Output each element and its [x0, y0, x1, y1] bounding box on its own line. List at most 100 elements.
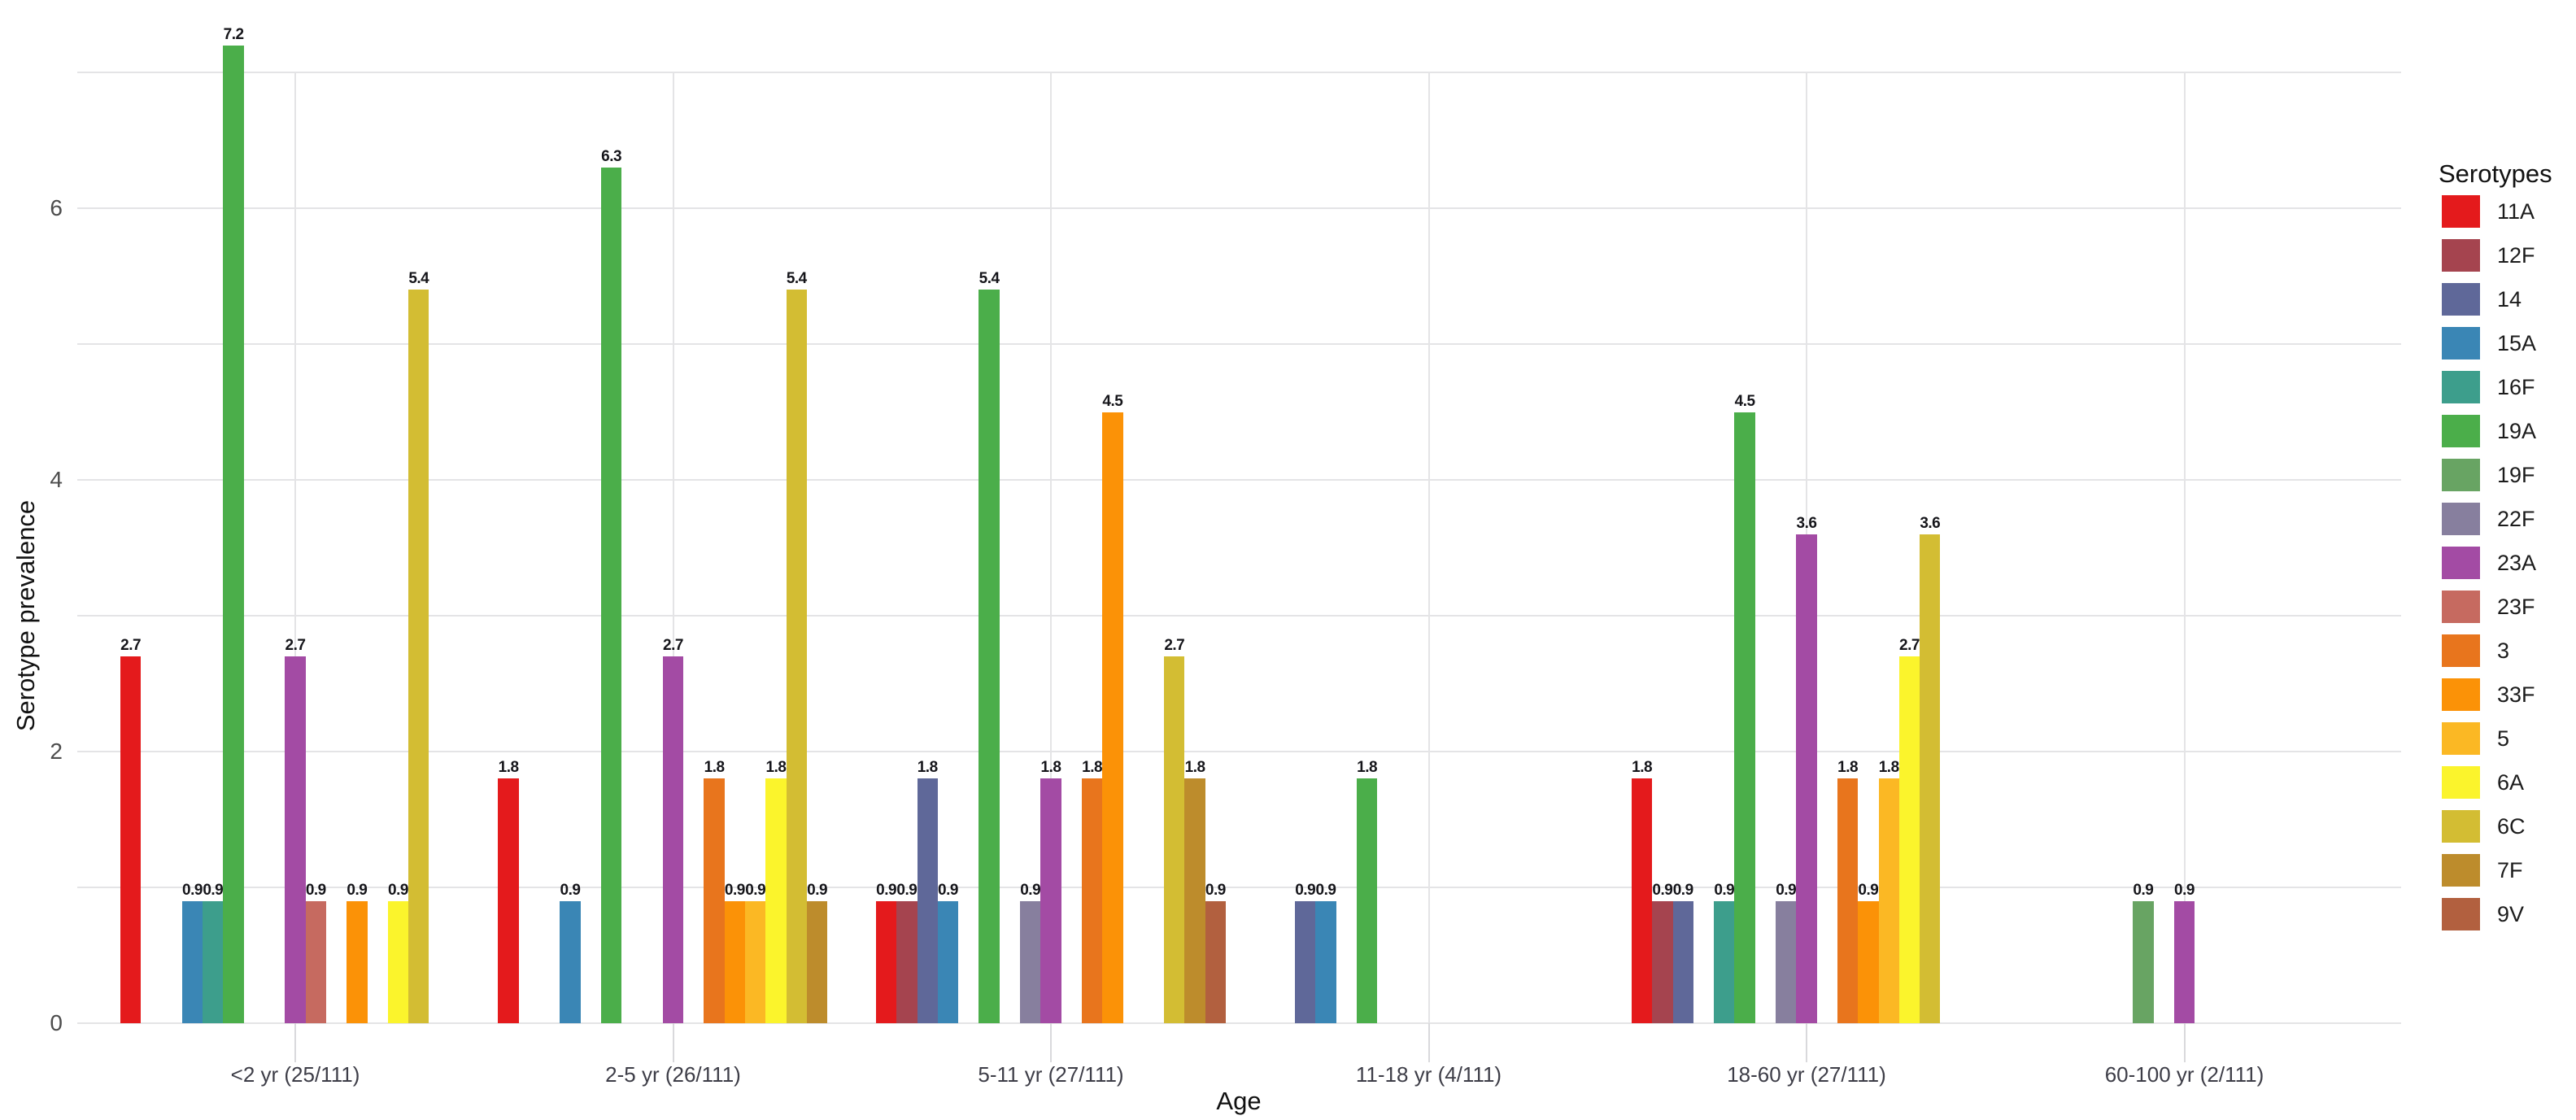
legend-swatch-5: [2442, 722, 2480, 755]
bar-value-label: 0.9: [938, 881, 958, 899]
bar-value-label: 0.9: [1315, 881, 1336, 899]
x-tick-label: 11-18 yr (4/111): [1355, 1062, 1502, 1087]
legend-label-9V: 9V: [2497, 902, 2525, 926]
bar-value-label: 1.8: [704, 759, 725, 777]
bar-value-label: 0.9: [2174, 881, 2195, 899]
y-axis-title: Serotype prevalence: [11, 499, 40, 732]
h-gridline: [77, 615, 2401, 617]
bar-6C: [408, 290, 429, 1023]
bar-11A: [498, 778, 519, 1023]
legend-label-15A: 15A: [2497, 331, 2537, 355]
h-gridline: [77, 207, 2401, 209]
bar-value-label: 0.9: [896, 881, 918, 899]
h-gridline: [77, 1022, 2401, 1024]
bar-23A: [1040, 778, 1061, 1023]
legend-swatch-23A: [2442, 547, 2480, 579]
bar-value-label: 1.8: [498, 759, 519, 777]
bar-value-label: 7.2: [223, 25, 244, 43]
bar-16F: [203, 900, 224, 1023]
bar-14: [1672, 900, 1693, 1023]
bar-value-label: 0.9: [1714, 881, 1735, 899]
legend-swatch-23F: [2442, 591, 2480, 623]
bar-6A: [1898, 656, 1920, 1023]
bar-19A: [223, 45, 244, 1023]
x-tick-label: <2 yr (25/111): [230, 1062, 360, 1087]
bar-value-label: 5.4: [979, 270, 1000, 288]
bar-22F: [1020, 900, 1041, 1023]
bar-15A: [181, 900, 203, 1023]
x-tick-label: 2-5 yr (26/111): [605, 1062, 741, 1087]
bar-value-label: 0.9: [347, 881, 368, 899]
legend-label-5: 5: [2497, 726, 2510, 751]
bar-value-label: 0.9: [724, 881, 745, 899]
y-tick-label: 4: [50, 467, 63, 492]
legend-swatch-19F: [2442, 459, 2480, 491]
legend-label-7F: 7F: [2497, 858, 2523, 882]
bar-value-label: 0.9: [745, 881, 766, 899]
legend-swatch-16F: [2442, 371, 2480, 403]
bar-value-label: 0.9: [1205, 881, 1226, 899]
legend-swatch-9V: [2442, 898, 2480, 930]
x-tick-mark: [1427, 1023, 1430, 1062]
bar-33F: [1858, 900, 1879, 1023]
v-gridline: [2183, 72, 2186, 1023]
legend-swatch-19A: [2442, 415, 2480, 447]
v-gridline: [672, 72, 674, 1023]
bar-12F: [896, 900, 918, 1023]
bar-5: [1878, 778, 1899, 1023]
legend-swatch-14: [2442, 283, 2480, 316]
legend-swatch-7F: [2442, 854, 2480, 887]
bar-value-label: 1.8: [1878, 759, 1899, 777]
bar-19F: [2133, 900, 2154, 1023]
bar-value-label: 3.6: [1920, 514, 1941, 532]
bar-23A: [285, 656, 306, 1023]
bar-12F: [1652, 900, 1673, 1023]
bar-value-label: 0.9: [305, 881, 326, 899]
bar-value-label: 4.5: [1102, 392, 1123, 410]
bar-9V: [1205, 900, 1227, 1023]
v-gridline: [1050, 72, 1052, 1023]
legend-swatch-15A: [2442, 327, 2480, 360]
bar-value-label: 4.5: [1734, 392, 1755, 410]
bar-value-label: 0.9: [2133, 881, 2154, 899]
bar-7F: [1184, 778, 1205, 1023]
bar-3: [1081, 778, 1103, 1023]
bar-6C: [1164, 656, 1185, 1023]
bar-value-label: 2.7: [1164, 637, 1185, 655]
bar-value-label: 0.9: [1652, 881, 1673, 899]
bar-11A: [1631, 778, 1653, 1023]
legend-label-22F: 22F: [2497, 507, 2535, 531]
legend-label-23A: 23A: [2497, 551, 2537, 575]
bar-3: [704, 778, 725, 1023]
bar-value-label: 0.9: [203, 881, 224, 899]
x-tick-label: 60-100 yr (2/111): [2104, 1062, 2264, 1087]
bar-value-label: 2.7: [663, 637, 683, 655]
legend-swatch-11A: [2442, 195, 2480, 228]
legend-label-33F: 33F: [2497, 682, 2535, 707]
bar-22F: [1776, 900, 1797, 1023]
bar-23A: [2173, 900, 2195, 1023]
legend-label-6C: 6C: [2497, 814, 2526, 839]
y-tick-label: 6: [50, 195, 63, 220]
bar-16F: [1714, 900, 1735, 1023]
legend-swatch-22F: [2442, 503, 2480, 535]
bar-value-label: 0.9: [1672, 881, 1693, 899]
bar-value-label: 1.8: [1184, 759, 1205, 777]
bar-33F: [347, 900, 368, 1023]
bar-value-label: 1.8: [1082, 759, 1103, 777]
legend-label-14: 14: [2497, 287, 2522, 312]
bar-value-label: 1.8: [765, 759, 787, 777]
bar-value-label: 6.3: [601, 147, 622, 165]
bar-value-label: 0.9: [1858, 881, 1879, 899]
legend-label-19F: 19F: [2497, 463, 2535, 487]
legend-label-3: 3: [2497, 638, 2510, 663]
bar-7F: [806, 900, 828, 1023]
bar-15A: [937, 900, 959, 1023]
v-gridline: [294, 72, 296, 1023]
legend-label-6A: 6A: [2497, 770, 2525, 795]
bar-5: [745, 900, 766, 1023]
bar-value-label: 1.8: [1632, 759, 1653, 777]
bar-6A: [387, 900, 409, 1023]
legend-label-11A: 11A: [2497, 199, 2535, 224]
bar-value-label: 2.7: [285, 637, 306, 655]
